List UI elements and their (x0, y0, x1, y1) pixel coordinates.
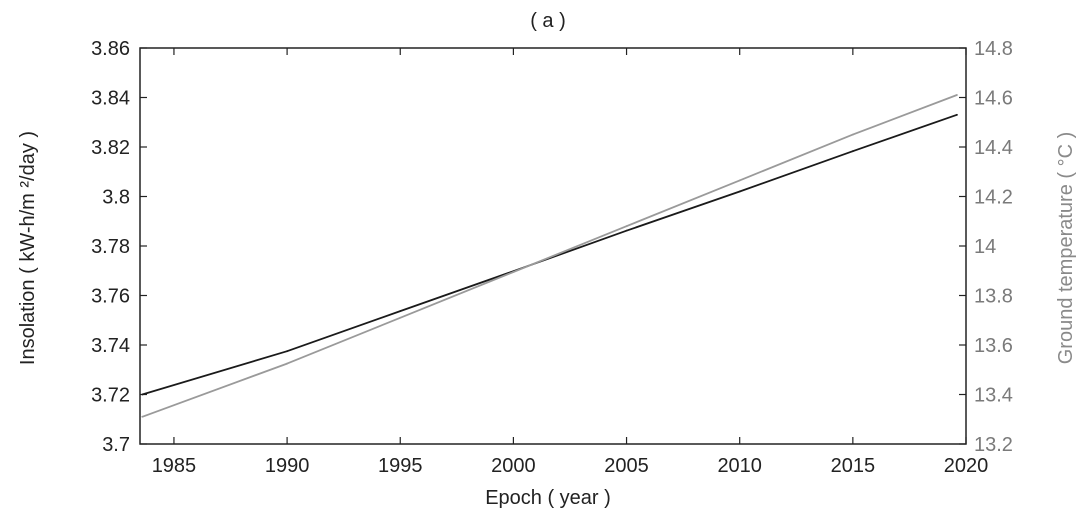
x-axis-label: Epoch ( year ) (485, 487, 611, 509)
x-tick-label: 2010 (717, 455, 762, 477)
y-axis-right-label: Ground temperature ( °C ) (1055, 132, 1077, 365)
series-layer (141, 94, 958, 418)
ground-temperature-point (625, 225, 628, 228)
ground-temperature-point (286, 362, 288, 365)
y-right-tick-label: 14.4 (974, 137, 1013, 159)
x-tick-label: 2005 (604, 455, 649, 477)
y-left-tick-label: 3.8 (102, 187, 130, 209)
y-left-tick-label: 3.86 (91, 38, 130, 60)
y-left-tick-label: 3.74 (91, 335, 130, 357)
y-right-tick-label: 14.6 (974, 88, 1013, 110)
y-left-tick-label: 3.84 (91, 88, 130, 110)
ground-temperature-line (141, 94, 958, 418)
y-left-tick-label: 3.82 (91, 137, 130, 159)
insolation-point (399, 310, 402, 312)
x-tick-label: 2020 (944, 455, 989, 477)
ground-temperature-point (399, 316, 402, 319)
y-left-tick-label: 3.78 (91, 236, 130, 258)
y-right-tick-label: 14.2 (974, 187, 1013, 209)
insolation-point (625, 229, 628, 232)
x-tick-label: 1985 (152, 455, 197, 477)
insolation-point (738, 190, 741, 193)
ground-temperature-point (141, 415, 144, 418)
y-left-tick-label: 3.72 (91, 385, 130, 407)
y-right-tick-label: 13.8 (974, 286, 1013, 308)
insolation-point (141, 393, 144, 396)
x-axis: 1985 1990 1995 2000 2005 2010 2015 2020 (152, 48, 989, 477)
ground-temperature-point (851, 133, 854, 136)
y-right-tick-label: 14.8 (974, 38, 1013, 60)
ground-temperature-point (512, 271, 515, 273)
x-tick-label: 1990 (265, 455, 310, 477)
x-tick-label: 2015 (831, 455, 876, 477)
y-right-tick-label: 14 (974, 236, 996, 258)
y-right-tick-label: 13.6 (974, 335, 1013, 357)
ground-temperature-point (738, 179, 741, 182)
y-axis-left-label: Insolation ( kW-h/m ²/day ) (17, 131, 39, 365)
y-left-tick-label: 3.7 (102, 434, 130, 456)
y-right-tick-label: 13.2 (974, 434, 1013, 456)
x-tick-label: 2000 (491, 455, 536, 477)
chart-title: ( a ) (530, 10, 566, 32)
ground-temperature-point (956, 94, 958, 96)
plot-frame (139, 47, 967, 445)
y-left-tick-label: 3.76 (91, 286, 130, 308)
insolation-line (142, 113, 958, 396)
insolation-point (851, 150, 854, 153)
y-right-tick-label: 13.4 (974, 385, 1013, 407)
insolation-point (956, 113, 958, 116)
y-axis-left: 3.7 3.72 3.74 3.76 3.78 3.8 3.82 3.84 3.86 (91, 38, 147, 456)
y-axis-right: 13.2 13.4 13.6 13.8 14 14.2 14.4 14.6 14.8 (959, 38, 1013, 456)
x-tick-label: 1995 (378, 455, 423, 477)
insolation-point (286, 350, 288, 353)
